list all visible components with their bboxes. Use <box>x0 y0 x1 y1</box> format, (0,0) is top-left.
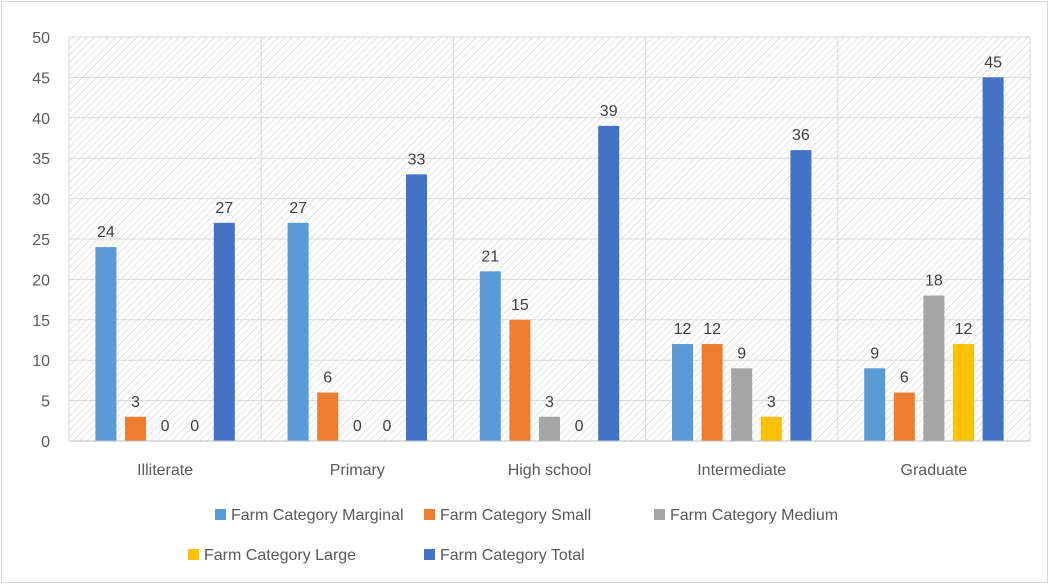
data-label: 15 <box>511 297 529 314</box>
data-label: 18 <box>925 273 943 290</box>
bar <box>539 416 560 441</box>
bar <box>701 344 723 441</box>
bar <box>760 416 782 441</box>
y-tick-label: 30 <box>32 192 50 209</box>
bar <box>864 368 886 441</box>
data-label: 12 <box>955 321 973 338</box>
data-label: 0 <box>575 418 584 435</box>
data-label: 3 <box>545 394 554 411</box>
data-label: 9 <box>737 345 746 362</box>
bar <box>213 222 235 441</box>
y-tick-label: 25 <box>32 232 50 249</box>
x-tick-label: Illiterate <box>137 462 193 479</box>
plot-area <box>68 36 1031 442</box>
y-tick-label: 45 <box>32 70 50 87</box>
bars-layer <box>95 77 1004 442</box>
bar <box>790 150 812 441</box>
legend-label: Farm Category Marginal <box>231 507 404 524</box>
data-label: 0 <box>382 418 391 435</box>
x-axis: Illiterate Primary High school Intermediate… <box>69 440 1030 479</box>
legend-label: Farm Category Medium <box>670 507 838 524</box>
data-label: 3 <box>767 394 776 411</box>
bar <box>731 368 753 441</box>
data-label: 21 <box>481 248 499 265</box>
bar <box>125 416 146 441</box>
data-label: 12 <box>674 321 692 338</box>
y-tick-label: 20 <box>32 272 50 289</box>
data-label: 12 <box>703 321 721 338</box>
bar <box>953 344 974 441</box>
legend-swatch <box>424 549 435 560</box>
data-label: 45 <box>984 54 1002 71</box>
legend: Farm Category Marginal Farm Category Smal… <box>188 507 838 564</box>
legend-swatch <box>188 549 199 560</box>
data-label: 27 <box>289 200 307 217</box>
bar <box>95 247 117 441</box>
legend-swatch <box>424 509 435 520</box>
bar <box>479 271 501 441</box>
data-labels-layer: 24 3 0 0 27 27 6 0 0 33 21 15 3 0 39 12 12 9 3 36 9 6 18 12 45 <box>97 54 1002 435</box>
y-tick-label: 50 <box>32 30 50 47</box>
data-label: 3 <box>131 394 140 411</box>
data-label: 0 <box>190 418 199 435</box>
x-tick-label: Graduate <box>901 462 968 479</box>
y-tick-label: 5 <box>41 394 50 411</box>
bar <box>598 125 620 441</box>
bar <box>509 319 531 441</box>
data-label: 6 <box>900 370 909 387</box>
bar <box>287 222 309 441</box>
y-tick-label: 10 <box>32 353 50 370</box>
legend-label: Farm Category Total <box>440 547 585 564</box>
y-tick-label: 40 <box>32 111 50 128</box>
data-label: 0 <box>161 418 170 435</box>
y-tick-label: 35 <box>32 151 50 168</box>
legend-label: Farm Category Small <box>440 507 591 524</box>
data-label: 6 <box>323 370 332 387</box>
x-tick-label: High school <box>508 462 592 479</box>
bar <box>893 392 915 441</box>
legend-swatch <box>215 509 226 520</box>
bar <box>672 344 693 441</box>
data-label: 36 <box>792 127 810 144</box>
data-label: 33 <box>408 151 426 168</box>
x-tick-label: Intermediate <box>697 462 786 479</box>
data-label: 24 <box>97 224 115 241</box>
data-label: 39 <box>600 103 618 120</box>
bar <box>982 77 1004 442</box>
data-label: 9 <box>870 345 879 362</box>
y-tick-label: 15 <box>32 313 50 330</box>
legend-label: Farm Category Large <box>204 547 356 564</box>
data-label: 0 <box>353 418 362 435</box>
bar <box>923 295 945 441</box>
legend-swatch <box>654 509 665 520</box>
bar <box>317 392 339 441</box>
data-label: 27 <box>215 200 233 217</box>
bar <box>406 174 427 442</box>
y-axis: 0 5 10 15 20 25 30 35 40 45 50 <box>32 30 50 451</box>
x-tick-label: Primary <box>330 462 385 479</box>
y-tick-label: 0 <box>41 434 50 451</box>
